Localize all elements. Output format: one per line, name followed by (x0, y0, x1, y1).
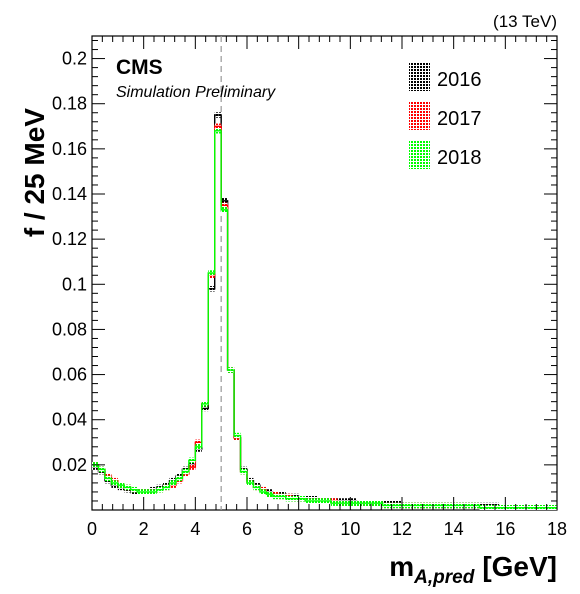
x-tick-label: 14 (444, 519, 464, 539)
y-tick-label: 0.16 (52, 139, 87, 159)
x-tick-label: 12 (392, 519, 412, 539)
y-tick-label: 0.04 (52, 410, 87, 430)
series-2016 (92, 112, 557, 510)
y-tick-label: 0.14 (52, 184, 87, 204)
legend-label-2018: 2018 (437, 147, 482, 169)
y-tick-label: 0.08 (52, 319, 87, 339)
series-2017 (92, 123, 557, 510)
legend-label-2016: 2016 (437, 69, 482, 91)
y-tick-label: 0.18 (52, 94, 87, 114)
x-tick-label: 16 (495, 519, 515, 539)
step-line-2016 (92, 114, 557, 509)
step-line-2017 (92, 125, 557, 509)
y-tick-label: 0.12 (52, 229, 87, 249)
x-tick-label: 6 (242, 519, 252, 539)
legend-swatch-2016 (409, 63, 430, 91)
x-tick-label: 2 (139, 519, 149, 539)
series-layer (92, 112, 557, 510)
cms-label: CMS (116, 56, 163, 79)
axes-layer: 0 2 4 6 8 10 12 14 16 18 0.02 0.04 0.06 0.08 0.1 0.12 0.… (52, 36, 567, 539)
x-tick-label: 10 (340, 519, 360, 539)
legend-swatch-2018 (409, 141, 430, 169)
y-tick-label: 0.2 (62, 49, 87, 69)
y-tick-label: 0.06 (52, 365, 87, 385)
legend-swatch-2017 (409, 102, 430, 130)
x-tick-label: 8 (294, 519, 304, 539)
x-tick-label: 0 (87, 519, 97, 539)
x-axis-title: mA,pred [GeV] (389, 551, 557, 588)
simulation-label: Simulation Preliminary (116, 84, 276, 101)
legend: 2016 2017 2018 (409, 63, 482, 169)
step-line-2018 (92, 130, 557, 509)
y-tick-label: 0.02 (52, 455, 87, 475)
y-axis-title: f / 25 MeV (19, 108, 50, 237)
energy-label: (13 TeV) (493, 12, 557, 31)
series-2018 (92, 128, 557, 510)
y-tick-label: 0.1 (62, 274, 87, 294)
plot-frame (91, 35, 558, 511)
x-tick-label: 18 (547, 519, 567, 539)
x-tick-label: 4 (190, 519, 200, 539)
legend-label-2017: 2017 (437, 108, 482, 130)
